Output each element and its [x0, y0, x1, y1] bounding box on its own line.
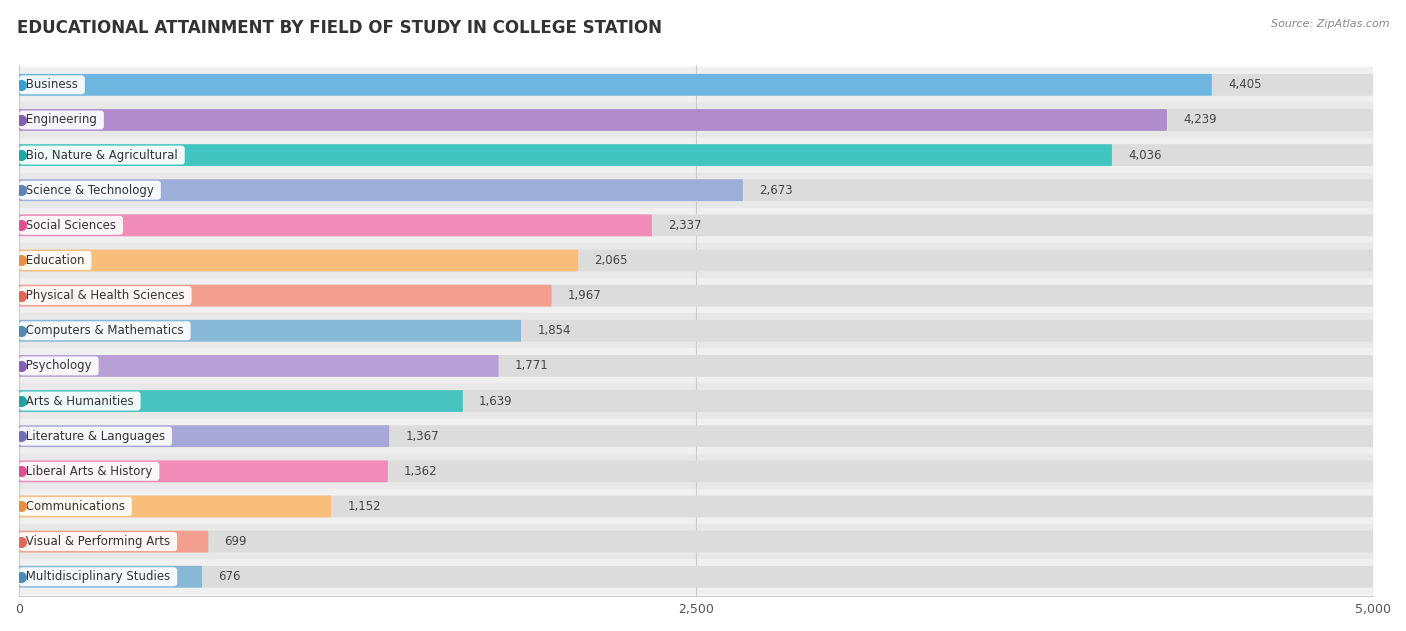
- Bar: [20, 348, 1374, 384]
- FancyBboxPatch shape: [20, 285, 1374, 307]
- Text: 4,239: 4,239: [1184, 114, 1216, 126]
- FancyBboxPatch shape: [20, 285, 551, 307]
- FancyBboxPatch shape: [20, 320, 522, 341]
- FancyBboxPatch shape: [20, 355, 499, 377]
- FancyBboxPatch shape: [20, 144, 1112, 166]
- FancyBboxPatch shape: [20, 461, 1374, 482]
- FancyBboxPatch shape: [20, 74, 1212, 96]
- FancyBboxPatch shape: [20, 144, 1374, 166]
- FancyBboxPatch shape: [20, 461, 388, 482]
- Text: Liberal Arts & History: Liberal Arts & History: [22, 465, 156, 478]
- Text: Computers & Mathematics: Computers & Mathematics: [22, 324, 187, 337]
- Text: 676: 676: [218, 570, 240, 583]
- Bar: [20, 559, 1374, 594]
- Text: EDUCATIONAL ATTAINMENT BY FIELD OF STUDY IN COLLEGE STATION: EDUCATIONAL ATTAINMENT BY FIELD OF STUDY…: [17, 19, 662, 37]
- Bar: [20, 173, 1374, 208]
- FancyBboxPatch shape: [20, 355, 1374, 377]
- FancyBboxPatch shape: [20, 495, 330, 517]
- Text: 699: 699: [225, 535, 247, 548]
- Text: 2,065: 2,065: [595, 254, 628, 267]
- Text: Bio, Nature & Agricultural: Bio, Nature & Agricultural: [22, 148, 181, 162]
- Bar: [20, 524, 1374, 559]
- Text: 1,362: 1,362: [404, 465, 437, 478]
- FancyBboxPatch shape: [20, 215, 1374, 236]
- Text: Multidisciplinary Studies: Multidisciplinary Studies: [22, 570, 174, 583]
- FancyBboxPatch shape: [20, 531, 1374, 553]
- Text: 1,152: 1,152: [347, 500, 381, 513]
- Text: 2,337: 2,337: [668, 219, 702, 232]
- FancyBboxPatch shape: [20, 320, 1374, 341]
- Bar: [20, 313, 1374, 348]
- Text: Engineering: Engineering: [22, 114, 101, 126]
- Text: Psychology: Psychology: [22, 360, 96, 372]
- Bar: [20, 243, 1374, 278]
- Text: Social Sciences: Social Sciences: [22, 219, 120, 232]
- Text: Business: Business: [22, 78, 82, 91]
- Text: Education: Education: [22, 254, 89, 267]
- Bar: [20, 68, 1374, 102]
- FancyBboxPatch shape: [20, 215, 652, 236]
- Bar: [20, 208, 1374, 243]
- Bar: [20, 418, 1374, 454]
- FancyBboxPatch shape: [20, 566, 202, 587]
- Bar: [20, 138, 1374, 173]
- FancyBboxPatch shape: [20, 109, 1167, 131]
- Bar: [20, 454, 1374, 489]
- Bar: [20, 489, 1374, 524]
- Text: 4,036: 4,036: [1128, 148, 1161, 162]
- FancyBboxPatch shape: [20, 390, 1374, 412]
- Text: Science & Technology: Science & Technology: [22, 184, 157, 197]
- FancyBboxPatch shape: [20, 179, 1374, 201]
- Text: 2,673: 2,673: [759, 184, 793, 197]
- Text: Literature & Languages: Literature & Languages: [22, 430, 169, 443]
- FancyBboxPatch shape: [20, 425, 389, 447]
- Bar: [20, 278, 1374, 313]
- FancyBboxPatch shape: [20, 250, 1374, 271]
- Text: Arts & Humanities: Arts & Humanities: [22, 394, 138, 408]
- Text: 1,639: 1,639: [479, 394, 513, 408]
- FancyBboxPatch shape: [20, 390, 463, 412]
- FancyBboxPatch shape: [20, 425, 1374, 447]
- FancyBboxPatch shape: [20, 250, 578, 271]
- FancyBboxPatch shape: [20, 531, 208, 553]
- Text: 1,367: 1,367: [405, 430, 439, 443]
- Text: Physical & Health Sciences: Physical & Health Sciences: [22, 289, 188, 302]
- FancyBboxPatch shape: [20, 566, 1374, 587]
- Text: Source: ZipAtlas.com: Source: ZipAtlas.com: [1271, 19, 1389, 29]
- FancyBboxPatch shape: [20, 74, 1374, 96]
- Text: 1,967: 1,967: [568, 289, 602, 302]
- Text: Visual & Performing Arts: Visual & Performing Arts: [22, 535, 174, 548]
- Bar: [20, 102, 1374, 138]
- Text: 1,854: 1,854: [537, 324, 571, 337]
- FancyBboxPatch shape: [20, 179, 742, 201]
- Bar: [20, 384, 1374, 418]
- Text: 4,405: 4,405: [1227, 78, 1261, 91]
- FancyBboxPatch shape: [20, 109, 1374, 131]
- FancyBboxPatch shape: [20, 495, 1374, 517]
- Text: Communications: Communications: [22, 500, 129, 513]
- Text: 1,771: 1,771: [515, 360, 548, 372]
